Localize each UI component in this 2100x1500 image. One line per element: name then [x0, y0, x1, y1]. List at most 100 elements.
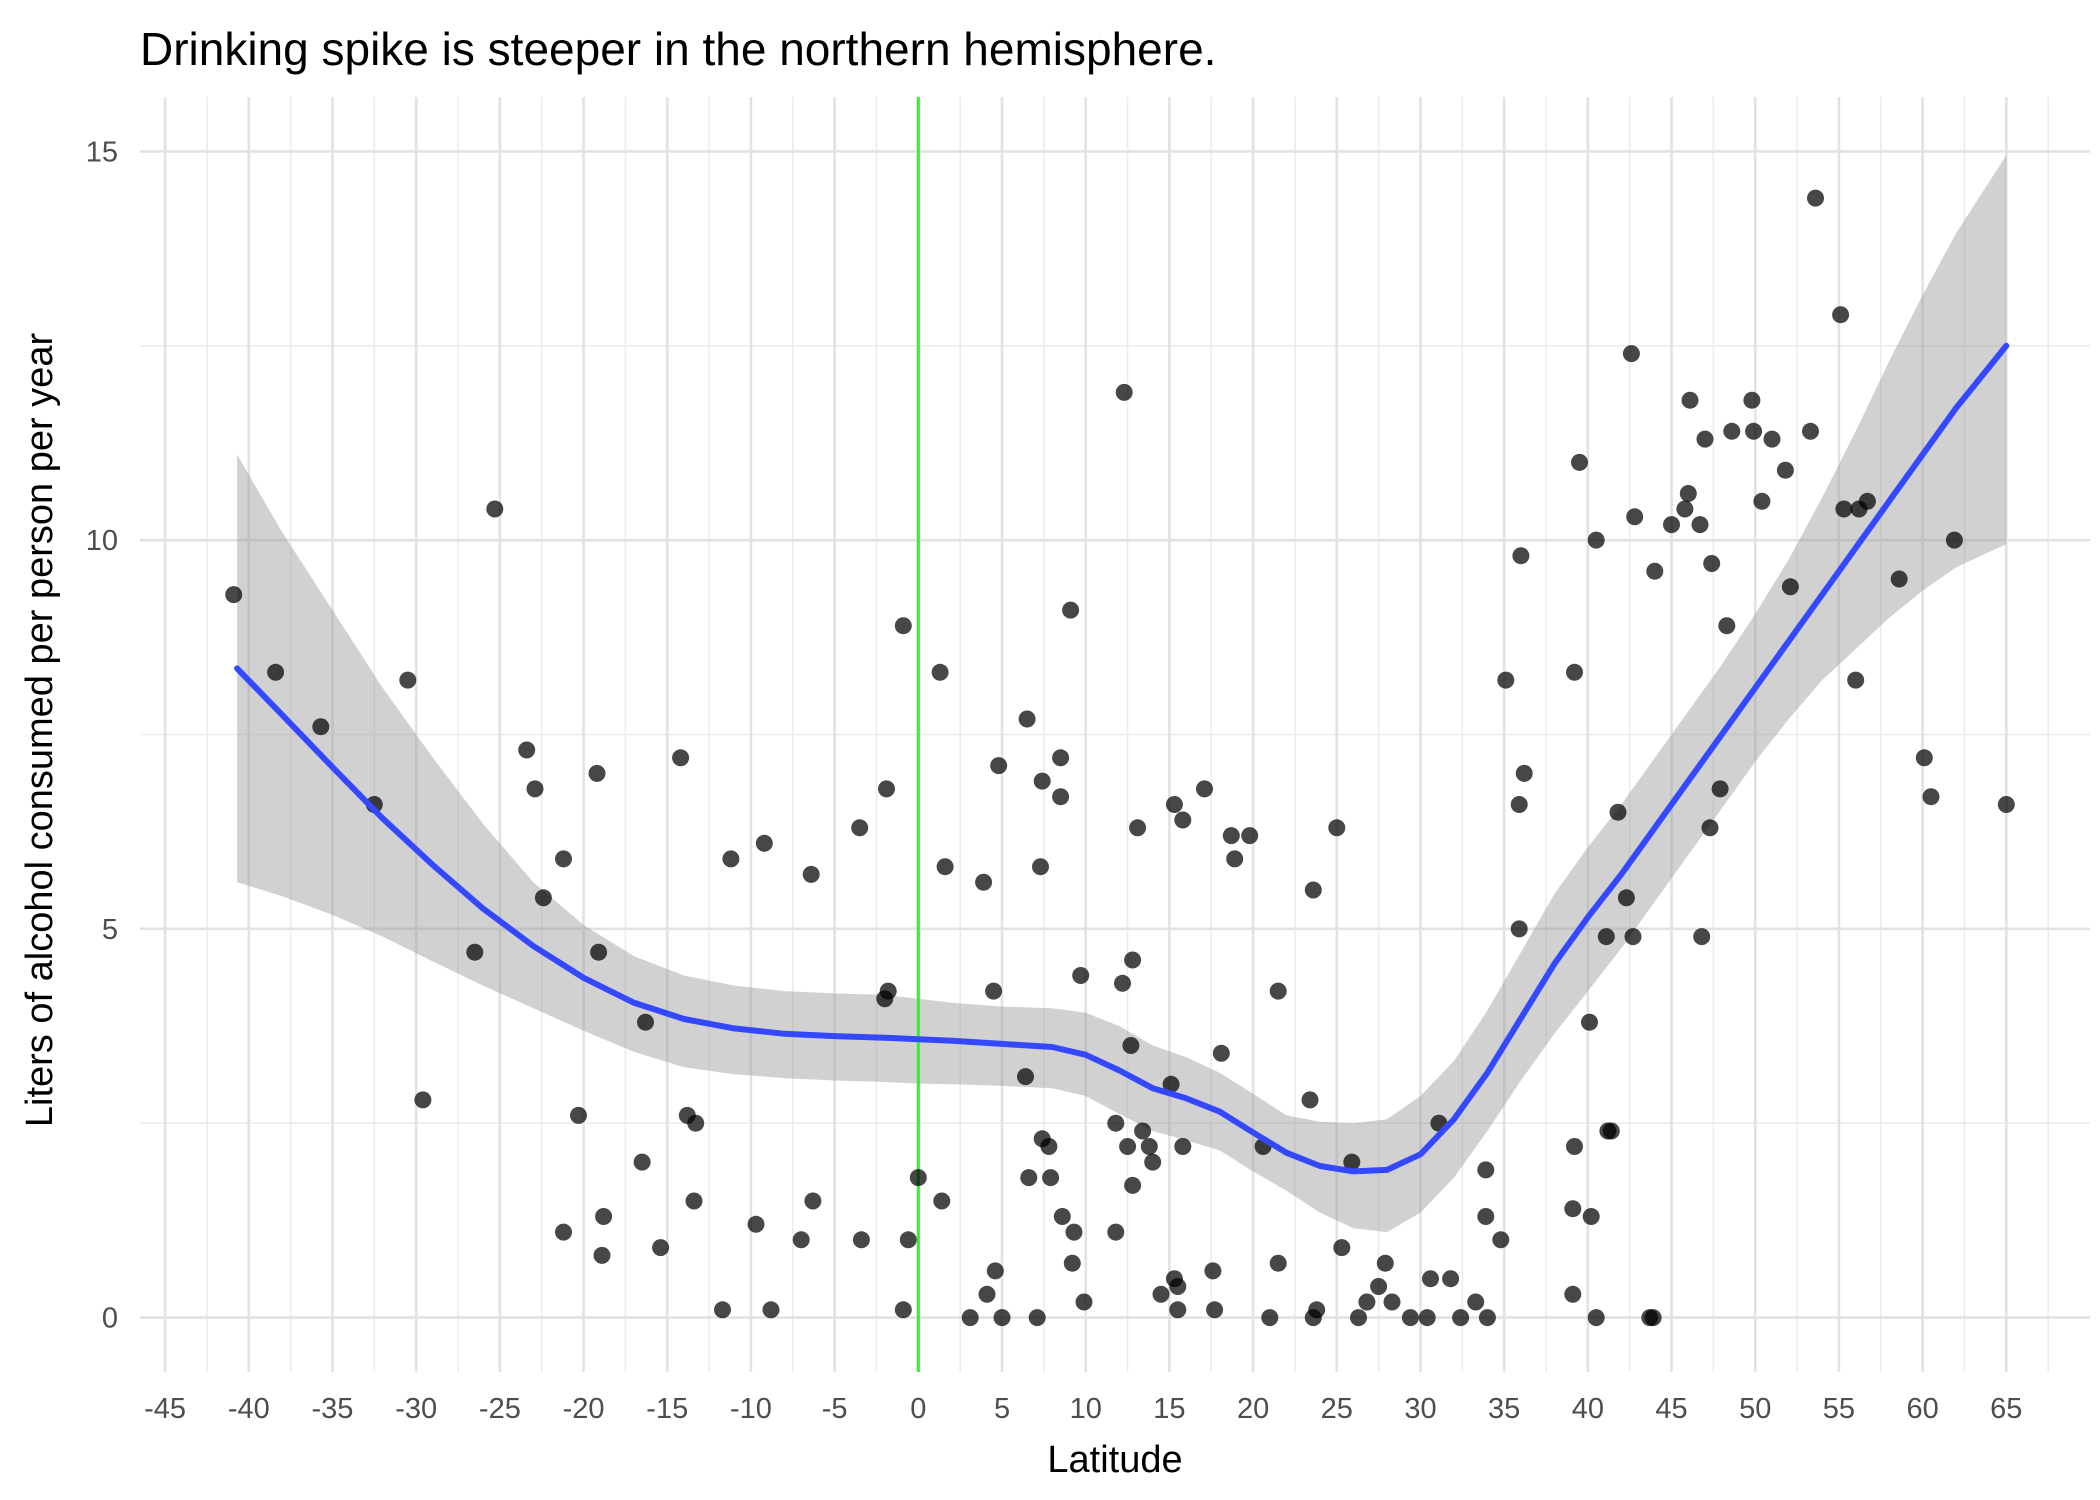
data-point	[1134, 1122, 1152, 1140]
major-gridlines	[140, 97, 2090, 1372]
data-point	[1422, 1270, 1439, 1288]
data-point	[1017, 1068, 1034, 1086]
data-point	[595, 1208, 613, 1225]
x-tick-label: 30	[1404, 1393, 1436, 1425]
data-point	[1107, 1223, 1125, 1241]
data-point	[1174, 1138, 1192, 1155]
data-point	[1477, 1161, 1495, 1179]
data-point	[1226, 850, 1244, 868]
data-points	[225, 189, 2015, 1327]
data-point	[1107, 1114, 1125, 1132]
data-point	[312, 718, 330, 736]
data-point	[1847, 671, 1865, 689]
data-point	[931, 663, 949, 681]
x-tick-label: 10	[1070, 1393, 1102, 1425]
data-point	[1442, 1270, 1460, 1288]
data-point	[1781, 578, 1799, 596]
data-point	[1832, 306, 1850, 324]
y-axis-tick-labels: 0 5 10 15	[86, 136, 118, 1334]
data-point	[1032, 858, 1049, 876]
data-point	[1169, 1301, 1187, 1319]
data-point	[1515, 764, 1533, 782]
data-point	[1566, 663, 1583, 681]
x-tick-label: 60	[1906, 1393, 1938, 1425]
x-tick-label: 40	[1572, 1393, 1604, 1425]
data-point	[1343, 1153, 1361, 1171]
data-point	[1358, 1293, 1376, 1311]
data-point	[466, 943, 484, 961]
data-point	[1807, 189, 1824, 207]
data-point	[1581, 1013, 1598, 1031]
data-point	[399, 671, 417, 689]
data-point	[1114, 974, 1131, 992]
x-tick-label: 15	[1153, 1393, 1185, 1425]
x-tick-label: 55	[1823, 1393, 1855, 1425]
x-tick-label: 50	[1739, 1393, 1771, 1425]
data-point	[1703, 555, 1721, 572]
data-point	[1383, 1293, 1401, 1311]
data-point	[1626, 508, 1644, 526]
data-point	[1115, 383, 1133, 401]
data-point	[993, 1309, 1011, 1327]
x-tick-label: -40	[228, 1393, 270, 1425]
x-tick-label: 0	[910, 1393, 926, 1425]
x-tick-label: 25	[1321, 1393, 1353, 1425]
x-tick-label: 35	[1488, 1393, 1520, 1425]
data-point	[747, 1215, 765, 1233]
data-point	[1701, 819, 1719, 837]
data-point	[985, 982, 1003, 1000]
chart-title: Drinking spike is steeper in the norther…	[140, 23, 1216, 75]
data-point	[1042, 1169, 1060, 1187]
x-tick-label: 20	[1237, 1393, 1269, 1425]
data-point	[1063, 1254, 1081, 1272]
data-point	[555, 850, 572, 868]
data-point	[1033, 772, 1051, 790]
data-point	[1753, 492, 1771, 510]
data-point	[1053, 1208, 1071, 1225]
data-point	[1370, 1278, 1388, 1295]
y-axis-title: Liters of alcohol consumed per person pe…	[19, 333, 61, 1128]
data-point	[1915, 749, 1933, 767]
x-tick-label: 65	[1990, 1393, 2022, 1425]
data-point	[1269, 1254, 1287, 1272]
data-point	[1691, 516, 1709, 534]
data-point	[267, 663, 285, 681]
data-point	[1062, 601, 1080, 619]
data-point	[1018, 710, 1036, 728]
data-point	[1922, 788, 1940, 806]
data-point	[1571, 453, 1588, 471]
data-point	[961, 1309, 979, 1327]
data-point	[685, 1192, 703, 1210]
data-point	[1308, 1301, 1326, 1319]
data-point	[1028, 1309, 1046, 1327]
data-point	[1301, 1091, 1319, 1109]
x-tick-label: -20	[563, 1393, 605, 1425]
data-point	[1376, 1254, 1394, 1272]
data-point	[1040, 1138, 1058, 1155]
data-point	[555, 1223, 572, 1241]
data-point	[1696, 430, 1714, 448]
data-point	[1204, 1262, 1222, 1280]
data-point	[637, 1013, 654, 1031]
data-point	[1333, 1239, 1351, 1257]
y-tick-label: 10	[86, 525, 118, 557]
data-point	[802, 865, 820, 883]
x-tick-label: -35	[312, 1393, 354, 1425]
data-point	[1587, 1309, 1605, 1327]
data-point	[1997, 796, 2015, 813]
x-tick-label: -30	[395, 1393, 437, 1425]
data-point	[1566, 1138, 1583, 1155]
data-point	[570, 1106, 587, 1124]
data-point	[899, 1231, 917, 1249]
data-point	[1676, 500, 1694, 518]
data-point	[852, 1231, 870, 1249]
data-point	[1129, 819, 1147, 837]
x-tick-label: -45	[144, 1393, 186, 1425]
data-point	[593, 1246, 611, 1264]
x-tick-label: 45	[1655, 1393, 1687, 1425]
data-point	[1304, 881, 1322, 899]
data-point	[1718, 617, 1736, 635]
data-point	[590, 943, 608, 961]
data-point	[1478, 1309, 1496, 1327]
data-point	[1711, 780, 1729, 798]
